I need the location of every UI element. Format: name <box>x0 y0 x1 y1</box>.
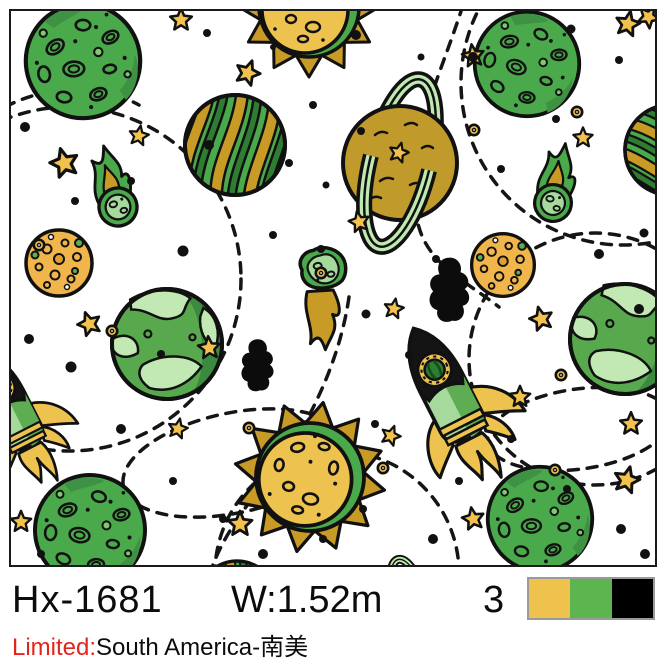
limited-region: South America-南美 <box>96 634 309 661</box>
color-count: 3 <box>483 579 505 621</box>
earth-right-icon <box>557 271 655 407</box>
product-info-row: Hx-1681 W:1.52m 3 <box>0 577 666 621</box>
black-cloud-top-icon <box>429 257 470 322</box>
striped-planet-icon <box>170 77 299 213</box>
color-swatches <box>527 577 655 620</box>
swatch-black <box>611 579 653 618</box>
saturn-partial-bottom-icon <box>359 546 463 565</box>
comet-left-icon <box>81 139 143 232</box>
fabric-pattern-image <box>9 9 657 567</box>
gold-asteroid-right-icon <box>469 231 537 299</box>
swatch-gold <box>529 579 571 618</box>
black-dots <box>20 24 650 559</box>
sun-bottom-icon <box>220 387 400 565</box>
comet-right-icon <box>530 138 584 226</box>
black-cloud-left-icon <box>241 339 274 392</box>
product-code: Hx-1681 <box>12 579 163 621</box>
swatch-green <box>570 579 612 618</box>
striped-planet-partial-right-icon <box>605 86 655 213</box>
fabric-width: W:1.52m <box>231 579 383 621</box>
sun-top-icon <box>237 11 381 79</box>
limited-region-row: Limited:South America-南美 <box>12 627 308 662</box>
limited-label: Limited: <box>12 634 97 661</box>
moon-bottom-left-icon <box>28 468 152 565</box>
